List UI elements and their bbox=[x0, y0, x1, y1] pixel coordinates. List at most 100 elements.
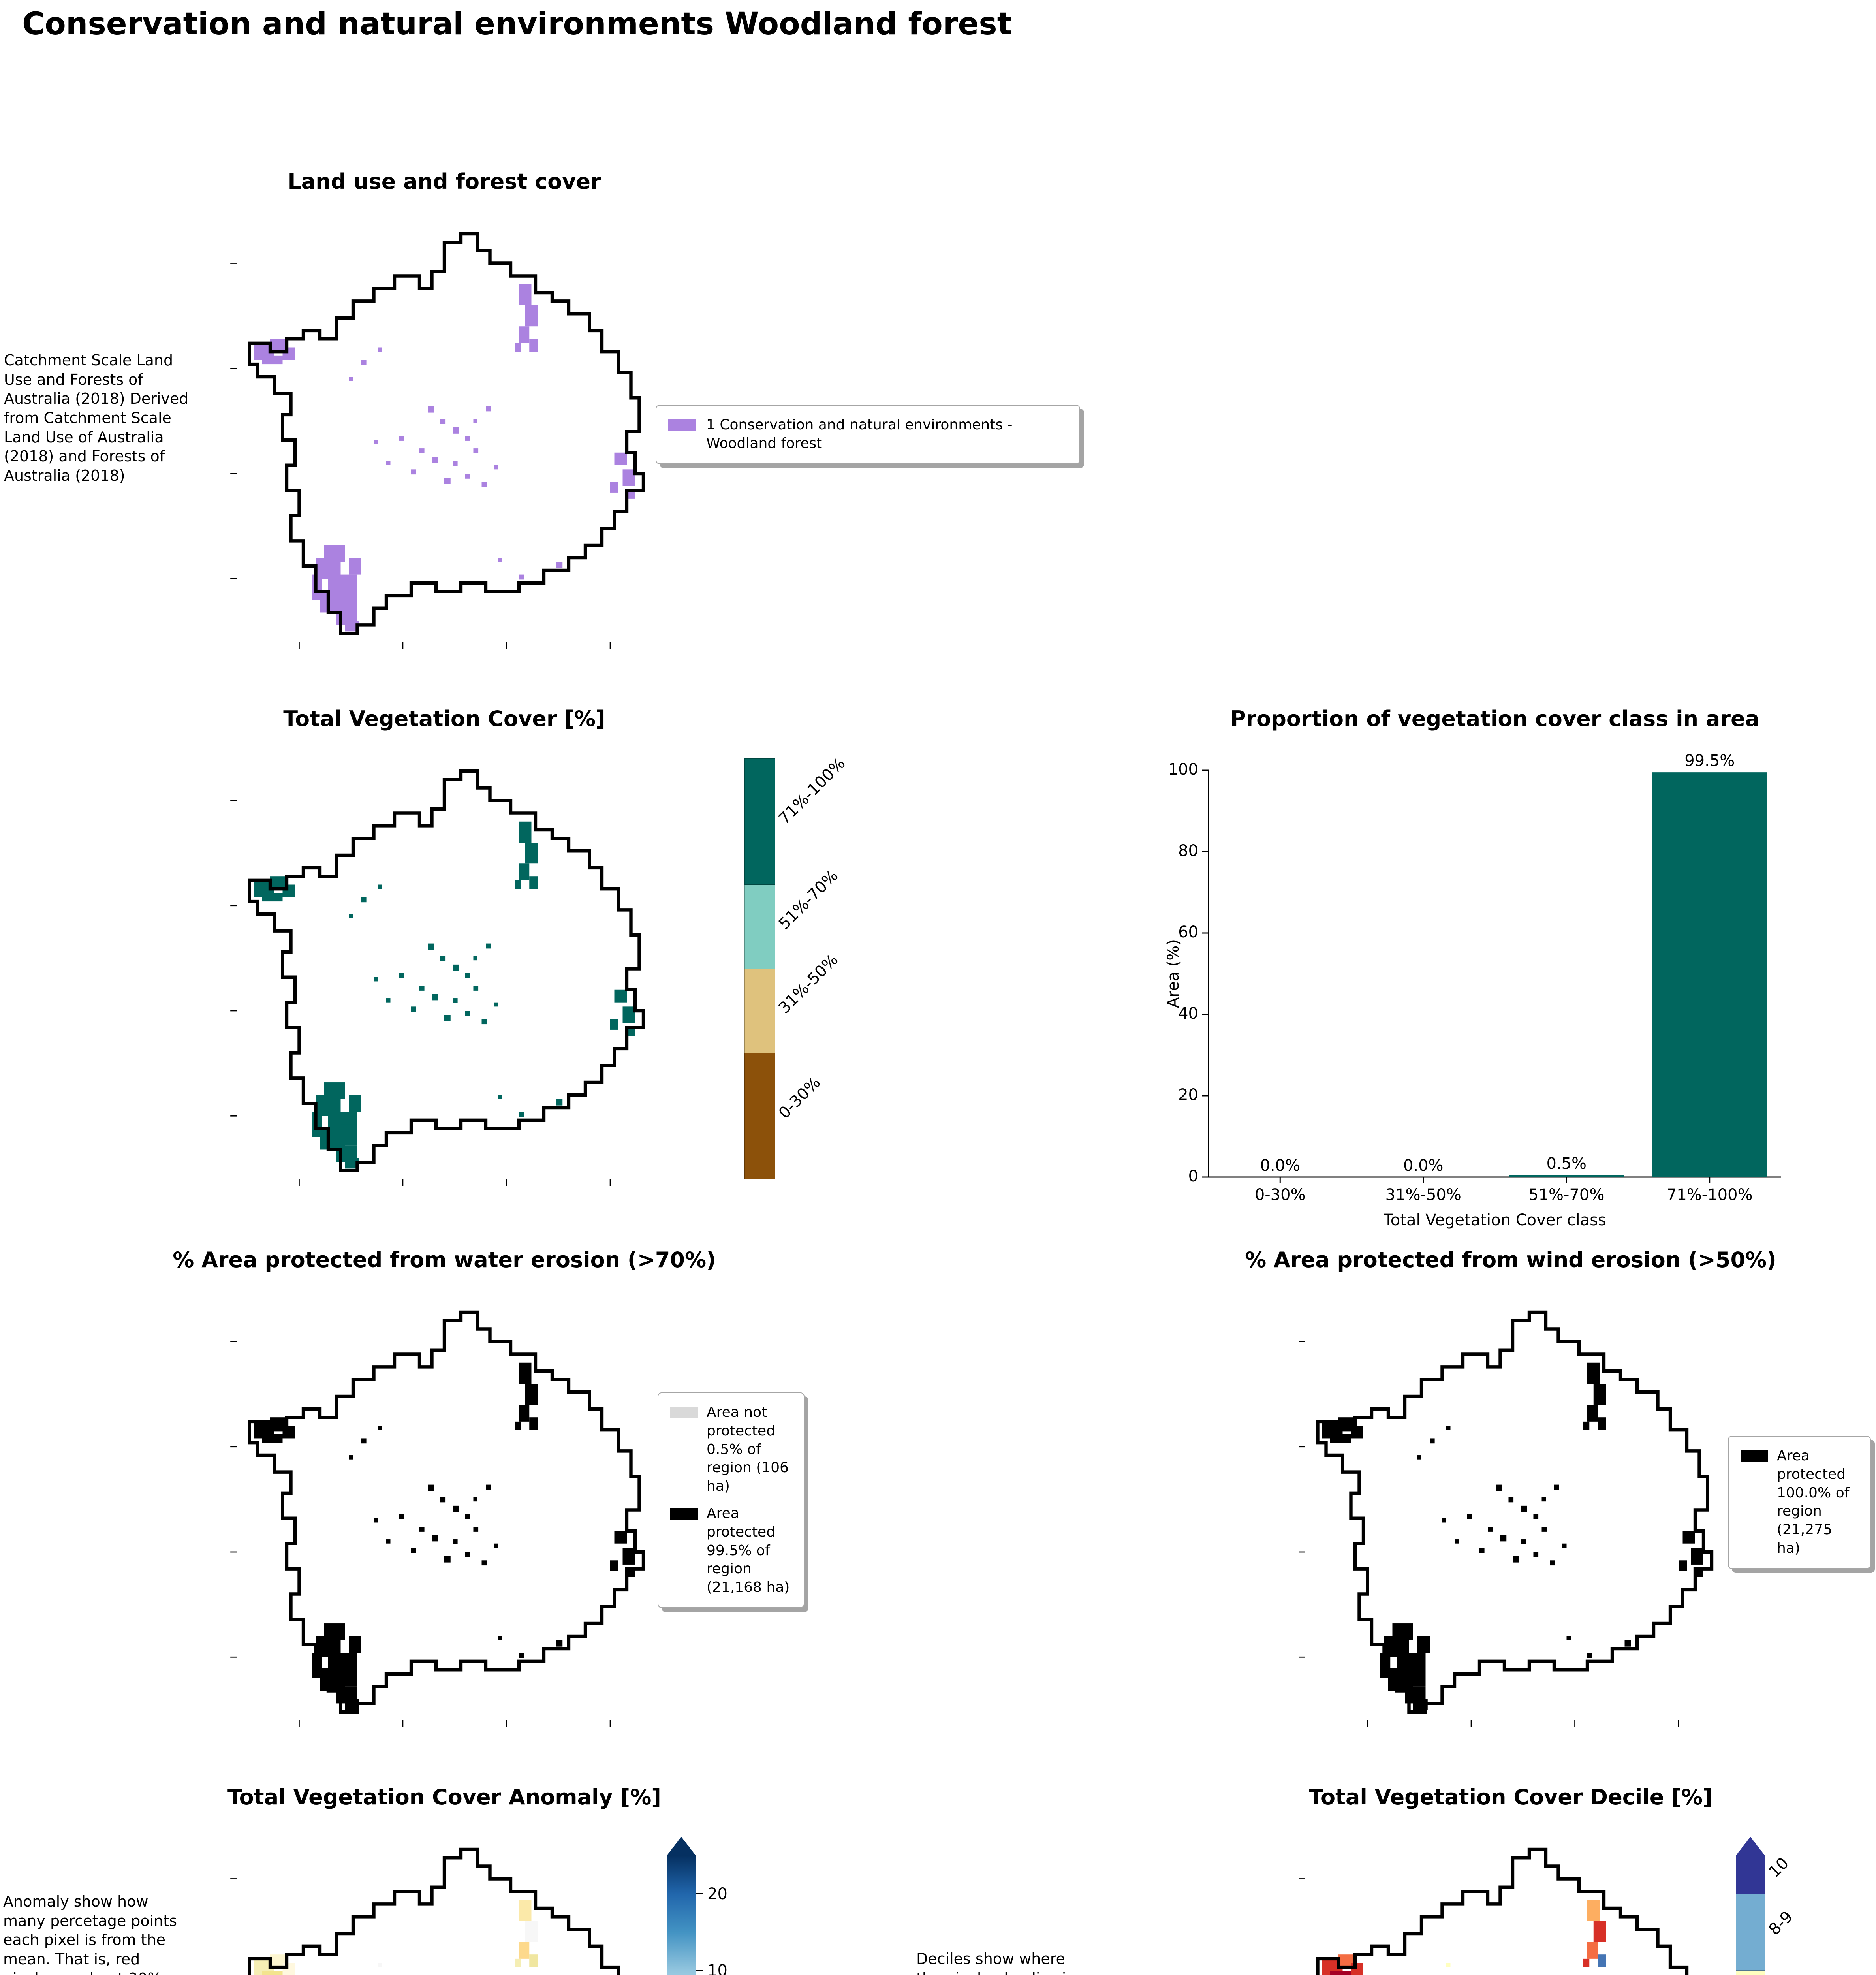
map-patch bbox=[1533, 1552, 1539, 1557]
map-patch bbox=[1562, 1543, 1567, 1548]
map-patch bbox=[1691, 1548, 1703, 1565]
legend-entry: Area protected 100.0% of region (21,275 … bbox=[1741, 1447, 1858, 1558]
proportion-bar-chart: 0 20 40 60 80 100 0.0% 0-30% 0.0% 31%-50% 0.5% 51%-… bbox=[1164, 747, 1805, 1260]
map-patch bbox=[1479, 1548, 1485, 1553]
y-tick-label: 100 bbox=[1168, 760, 1198, 779]
map-patch bbox=[519, 326, 530, 343]
map-patch bbox=[399, 436, 404, 441]
map-patch bbox=[1521, 1505, 1527, 1512]
map-patch bbox=[399, 973, 404, 978]
map-patch bbox=[614, 989, 627, 1003]
map-patch bbox=[1521, 1539, 1526, 1544]
map-patch bbox=[378, 347, 382, 352]
map-patch bbox=[494, 1002, 498, 1007]
map-patch bbox=[465, 1011, 470, 1016]
map-patch bbox=[428, 943, 434, 950]
anomaly-panel-title: Total Vegetation Cover Anomaly [%] bbox=[227, 1785, 661, 1809]
map-patch bbox=[1583, 1421, 1590, 1430]
map-patch bbox=[556, 1640, 563, 1647]
colorbar-label: 71%-100% bbox=[775, 754, 849, 828]
map-patch bbox=[453, 427, 459, 434]
map-patch bbox=[525, 843, 538, 864]
map-patch bbox=[529, 876, 538, 889]
map-patch bbox=[519, 284, 532, 305]
map-patch bbox=[349, 1095, 361, 1112]
map-patch bbox=[1467, 1514, 1472, 1519]
map-patch bbox=[525, 1921, 538, 1942]
map-patch bbox=[515, 343, 521, 352]
map-patch bbox=[386, 461, 391, 465]
map-patch bbox=[262, 356, 283, 365]
map-patch bbox=[465, 436, 470, 441]
map-patch bbox=[386, 1539, 391, 1544]
map-patch bbox=[453, 461, 458, 466]
map-patch bbox=[262, 1971, 283, 1975]
landuse-panel-title: Land use and forest cover bbox=[288, 169, 601, 194]
vegcover-map bbox=[230, 758, 652, 1186]
map-patch bbox=[473, 448, 479, 453]
map-patch bbox=[529, 1417, 538, 1430]
colorbar-tick-label: 10 bbox=[707, 1961, 727, 1975]
map-patch bbox=[411, 1548, 416, 1553]
map-patch bbox=[465, 1552, 470, 1557]
map-patch bbox=[610, 482, 618, 493]
catchment-boundary bbox=[1316, 1847, 1689, 1975]
map-patch bbox=[282, 1963, 295, 1975]
map-patch bbox=[1417, 1636, 1430, 1653]
map-patch bbox=[515, 1958, 521, 1967]
legend-entry: Area not protected 0.5% of region (106 h… bbox=[670, 1403, 792, 1496]
x-tick-label: 71%-100% bbox=[1667, 1186, 1753, 1204]
map-patch bbox=[494, 465, 498, 470]
y-tick-label: 80 bbox=[1178, 842, 1198, 860]
map-patch bbox=[1598, 1417, 1606, 1430]
map-patch bbox=[428, 1484, 434, 1491]
map-patch bbox=[1679, 1560, 1687, 1571]
map-patch bbox=[519, 863, 530, 880]
map-patch bbox=[1409, 1665, 1426, 1687]
map-patch bbox=[399, 1514, 404, 1519]
map-patch bbox=[1351, 1963, 1363, 1975]
map-patch bbox=[519, 1112, 524, 1117]
colorbar-label: 10 bbox=[1765, 1854, 1793, 1881]
map-patch bbox=[453, 1539, 458, 1544]
protected-label: Area protected 100.0% of region (21,275 … bbox=[1777, 1448, 1850, 1556]
map-patch bbox=[465, 474, 470, 479]
map-patch bbox=[262, 893, 283, 902]
map-patch bbox=[374, 440, 378, 444]
map-patch bbox=[529, 339, 538, 352]
x-tick-label: 31%-50% bbox=[1385, 1186, 1461, 1204]
map-patch bbox=[378, 884, 382, 889]
map-patch bbox=[444, 1556, 451, 1563]
map-patch bbox=[1488, 1527, 1493, 1532]
map-patch bbox=[453, 998, 458, 1003]
map-patch bbox=[1446, 1426, 1451, 1430]
map-patch bbox=[1593, 1384, 1606, 1405]
map-patch bbox=[444, 1015, 451, 1021]
decile-panel-title: Total Vegetation Cover Decile [%] bbox=[1309, 1785, 1712, 1809]
map-patch bbox=[519, 1942, 530, 1959]
map-patch bbox=[498, 1636, 502, 1640]
map-patch bbox=[519, 1362, 532, 1384]
colorbar-segment bbox=[744, 884, 775, 969]
map-patch bbox=[349, 1636, 361, 1653]
y-tick-label: 40 bbox=[1178, 1004, 1198, 1023]
map-patch bbox=[411, 1006, 416, 1012]
map-patch bbox=[340, 1124, 357, 1146]
map-patch bbox=[428, 406, 434, 413]
map-patch bbox=[1554, 1484, 1559, 1490]
map-patch bbox=[481, 1560, 487, 1566]
colorbar-tick-label: 20 bbox=[707, 1885, 727, 1903]
landuse-legend-swatch bbox=[668, 419, 696, 431]
map-patch bbox=[473, 986, 479, 991]
map-patch bbox=[473, 956, 477, 961]
map-patch bbox=[1446, 1963, 1451, 1967]
map-patch bbox=[1541, 1497, 1546, 1502]
map-patch bbox=[361, 360, 367, 365]
map-patch bbox=[378, 1426, 382, 1430]
map-patch bbox=[378, 1963, 382, 1967]
map-patch bbox=[411, 469, 416, 475]
map-patch bbox=[1496, 1484, 1502, 1491]
map-patch bbox=[1587, 1900, 1600, 1921]
map-patch bbox=[465, 973, 470, 978]
x-tick-label: 0-30% bbox=[1255, 1186, 1306, 1204]
